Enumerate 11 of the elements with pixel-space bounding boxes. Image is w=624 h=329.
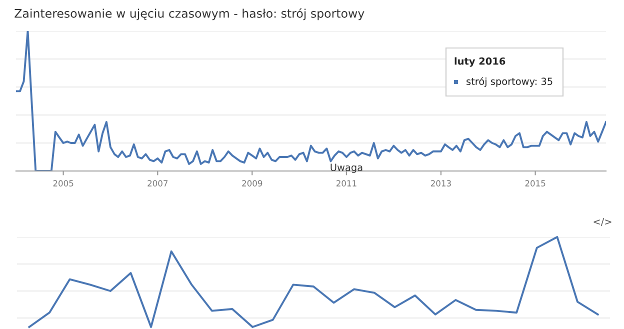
- annotation: strój sportowy: 35: [466, 77, 552, 87]
- x-tick-label: 2007: [148, 180, 168, 186]
- x-tick-label: 2005: [53, 180, 74, 186]
- annotation: luty 2016: [454, 57, 506, 67]
- x-tick-label: 2015: [525, 180, 546, 186]
- annotation: Uwaga: [330, 164, 362, 173]
- x-tick-label: 2011: [336, 180, 356, 186]
- text: </>: [594, 218, 612, 226]
- x-tick-label: 2009: [242, 180, 262, 186]
- chart-title: Zainteresowanie w ujęciu czasowym - hasło: strój sportowy: [14, 8, 364, 20]
- x-tick-label: 2013: [430, 180, 451, 186]
